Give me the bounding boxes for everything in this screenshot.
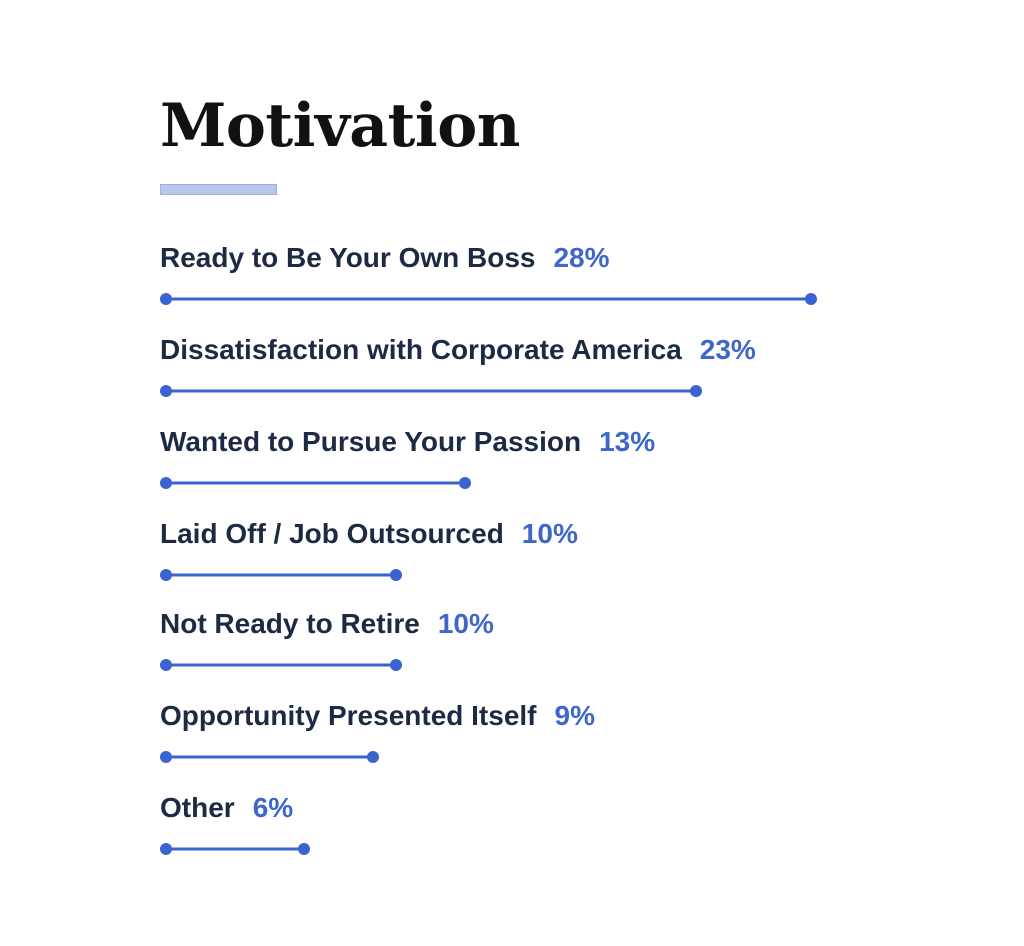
category-label: Dissatisfaction with Corporate America: [160, 334, 682, 365]
bar-track: [160, 843, 310, 855]
chart-title: Motivation: [160, 91, 520, 161]
title-underline: [160, 184, 277, 195]
bar-track: [160, 659, 402, 671]
category-label: Other: [160, 792, 235, 823]
category-label: Not Ready to Retire: [160, 608, 420, 639]
row-label-line: Dissatisfaction with Corporate America 23…: [160, 332, 756, 368]
bar-track: [160, 477, 471, 489]
chart-row: Opportunity Presented Itself 9%: [160, 698, 920, 768]
bar-start-dot: [160, 843, 172, 855]
bar-start-dot: [160, 659, 172, 671]
bar-end-dot: [690, 385, 702, 397]
row-label-line: Ready to Be Your Own Boss 28%: [160, 240, 610, 276]
bar-start-dot: [160, 569, 172, 581]
bar-start-dot: [160, 293, 172, 305]
category-label: Wanted to Pursue Your Passion: [160, 426, 582, 457]
bar-end-dot: [390, 659, 402, 671]
value-label: 28%: [553, 242, 610, 273]
category-label: Opportunity Presented Itself: [160, 700, 537, 731]
bar-track: [160, 293, 817, 305]
bar-track: [160, 751, 379, 763]
value-label: 6%: [252, 792, 294, 823]
bar-end-dot: [367, 751, 379, 763]
bar-start-dot: [160, 751, 172, 763]
bar-end-dot: [298, 843, 310, 855]
row-label-line: Other 6%: [160, 790, 293, 826]
value-label: 23%: [699, 334, 756, 365]
row-label-line: Opportunity Presented Itself 9%: [160, 698, 595, 734]
bar-track: [160, 569, 402, 581]
bar-start-dot: [160, 385, 172, 397]
bar-end-dot: [805, 293, 817, 305]
bar-track: [160, 385, 702, 397]
value-label: 9%: [554, 700, 595, 731]
value-label: 13%: [599, 426, 656, 457]
chart-row: Wanted to Pursue Your Passion 13%: [160, 424, 920, 494]
row-label-line: Not Ready to Retire 10%: [160, 606, 494, 642]
row-label-line: Laid Off / Job Outsourced 10%: [160, 516, 578, 552]
chart-row: Ready to Be Your Own Boss 28%: [160, 240, 920, 310]
value-label: 10%: [521, 518, 578, 549]
chart-row: Not Ready to Retire 10%: [160, 606, 920, 676]
bar-end-dot: [459, 477, 471, 489]
category-label: Ready to Be Your Own Boss: [160, 242, 536, 273]
bar-end-dot: [390, 569, 402, 581]
row-label-line: Wanted to Pursue Your Passion 13%: [160, 424, 655, 460]
chart-row: Other 6%: [160, 790, 920, 860]
bar-start-dot: [160, 477, 172, 489]
value-label: 10%: [437, 608, 494, 639]
chart-row: Laid Off / Job Outsourced 10%: [160, 516, 920, 586]
category-label: Laid Off / Job Outsourced: [160, 518, 504, 549]
chart-row: Dissatisfaction with Corporate America 23…: [160, 332, 920, 402]
